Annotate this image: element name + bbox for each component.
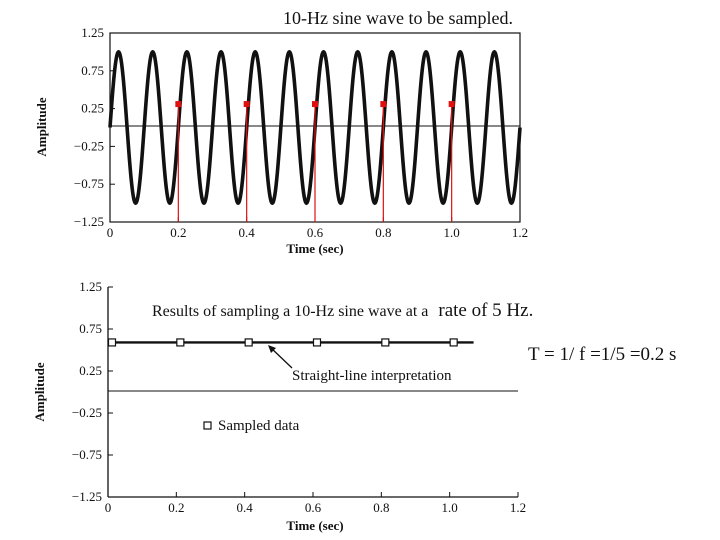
top-y-axis-label: Amplitude <box>34 97 49 156</box>
sampled-data-point <box>312 338 322 347</box>
bottom-y-tick-label: 1.25 <box>79 279 102 294</box>
bottom-y-tick-label: −0.75 <box>72 447 102 462</box>
legend-marker <box>203 421 212 430</box>
annotation-arrowhead <box>268 345 276 353</box>
top-x-tick-label: 1.0 <box>444 225 460 240</box>
bottom-x-tick-label: 0.4 <box>237 500 254 515</box>
sampled-data-point <box>107 338 117 347</box>
period-note: T = 1/ f =1/5 =0.2 s <box>528 344 676 365</box>
annotation-label: Straight-line interpretation <box>292 368 452 384</box>
bottom-x-tick-label: 0.8 <box>373 500 389 515</box>
subtitle-suffix: rate of 5 Hz. <box>438 300 533 321</box>
top-x-tick-label: 0.4 <box>239 225 256 240</box>
bottom-x-ticks: 0 0.2 0.4 0.6 0.8 1.0 1.2 <box>105 492 526 515</box>
sample-point <box>312 101 318 108</box>
top-y-tick-label: −1.25 <box>74 214 104 229</box>
top-y-tick-label: −0.25 <box>74 138 104 153</box>
sampled-data-point <box>449 338 458 347</box>
top-y-tick-label: 0.75 <box>81 63 104 78</box>
subtitle-prefix: Results of sampling a 10-Hz sine wave at… <box>152 303 428 320</box>
bottom-chart: 1.25 0.75 0.25 −0.25 −0.75 −1.25 0 0.2 0.4 0.6 0.… <box>32 279 676 533</box>
bottom-x-tick-label: 1.2 <box>510 500 526 515</box>
sample-point <box>448 101 455 108</box>
top-chart-title: 10-Hz sine wave to be sampled. <box>283 8 513 28</box>
bottom-x-tick-label: 0.2 <box>168 500 184 515</box>
bottom-y-tick-label: 0.25 <box>79 363 102 378</box>
sampled-data-markers <box>107 338 458 347</box>
top-x-tick-label: 0 <box>107 225 114 240</box>
top-x-ticks: 0 0.2 0.4 0.6 0.8 1.0 1.2 <box>107 217 528 240</box>
bottom-y-tick-label: −0.25 <box>72 405 102 420</box>
sampled-data-point <box>176 338 185 347</box>
sample-point <box>175 101 182 108</box>
top-y-ticks: 1.25 0.75 0.25 −0.25 −0.75 −1.25 <box>74 25 115 229</box>
bottom-x-tick-label: 0.6 <box>305 500 322 515</box>
legend-label: Sampled data <box>218 418 300 434</box>
top-x-tick-label: 1.2 <box>512 225 528 240</box>
sampled-data-point <box>244 338 253 347</box>
top-x-tick-label: 0.2 <box>170 225 186 240</box>
bottom-chart-subtitle: Results of sampling a 10-Hz sine wave at… <box>152 300 533 321</box>
top-y-tick-label: −0.75 <box>74 176 104 191</box>
bottom-y-axis-label: Amplitude <box>32 362 47 421</box>
bottom-y-tick-label: −1.25 <box>72 489 102 504</box>
top-x-tick-label: 0.6 <box>307 225 324 240</box>
bottom-y-tick-label: 0.75 <box>79 321 102 336</box>
top-y-tick-label: 0.25 <box>81 101 104 116</box>
bottom-y-ticks: 1.25 0.75 0.25 −0.25 −0.75 −1.25 <box>72 279 113 504</box>
annotation-arrow <box>269 346 293 369</box>
bottom-x-axis-label: Time (sec) <box>286 518 343 533</box>
sample-point <box>380 101 387 108</box>
top-x-tick-label: 0.8 <box>375 225 391 240</box>
top-chart: 10-Hz sine wave to be sampled. 1.25 0.75 0… <box>34 8 528 256</box>
top-y-tick-label: 1.25 <box>81 25 104 40</box>
bottom-x-tick-label: 1.0 <box>442 500 458 515</box>
sampled-data-point <box>381 338 390 347</box>
top-x-axis-label: Time (sec) <box>286 241 343 256</box>
bottom-x-tick-label: 0 <box>105 500 112 515</box>
top-sample-stems <box>175 101 455 222</box>
sample-point <box>243 101 250 108</box>
